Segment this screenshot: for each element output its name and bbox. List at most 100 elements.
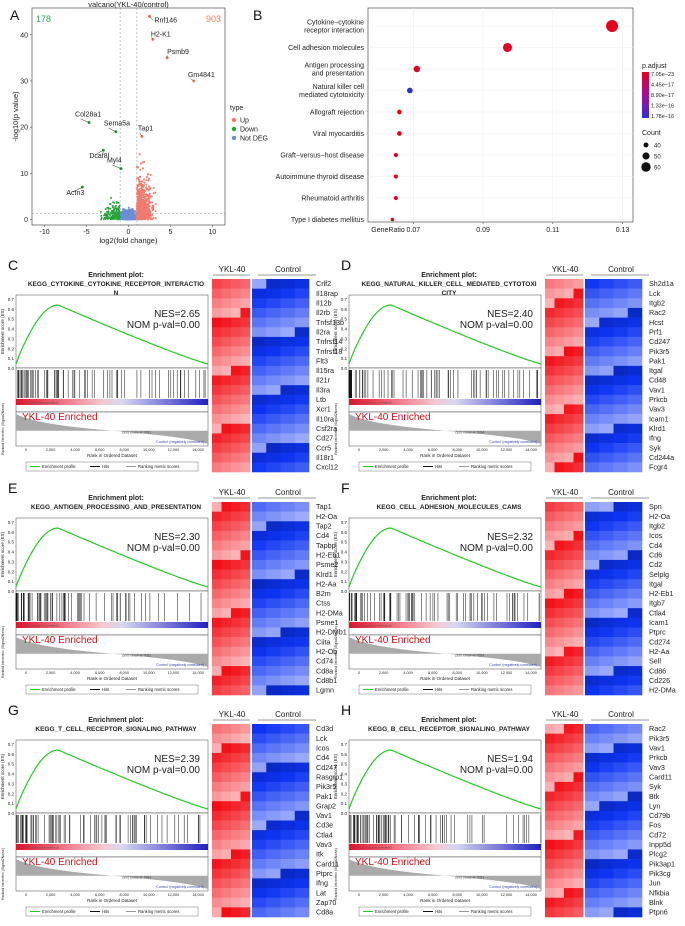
volcano-xlabel: log2(fold change) xyxy=(100,236,158,245)
gene-row-label: Tnfrsf14 xyxy=(316,337,342,346)
gene-row-label: Flt3 xyxy=(316,356,328,365)
x-tick-label: 0 xyxy=(358,893,360,897)
point-up xyxy=(136,188,139,191)
heatmap-cell-ykl40 xyxy=(231,394,241,405)
heatmap-cell-ykl40 xyxy=(221,646,232,657)
legend-item: Enrichment profile xyxy=(375,687,409,692)
gene-row-label: Pak1 xyxy=(649,356,665,365)
heatmap-cell-control xyxy=(294,675,310,686)
heatmap-cell-ykl40 xyxy=(564,897,574,908)
heatmap-cell-ykl40 xyxy=(573,550,584,561)
heatmap-cell-control xyxy=(599,356,614,367)
heatmap-cell-ykl40 xyxy=(573,608,584,619)
es-tick: 0.1 xyxy=(341,801,348,806)
heatmap-cell-ykl40 xyxy=(231,646,241,657)
gene-row-label: Cd244a xyxy=(649,453,674,462)
heatmap-cell-ykl40 xyxy=(545,298,555,309)
gene-row-label: Il10ra xyxy=(316,414,334,423)
gene-row-label: Vav1 xyxy=(649,744,665,753)
heatmap-cell-ykl40 xyxy=(554,888,565,898)
gene-row-label: Icam1 xyxy=(649,618,669,627)
gene-row-label: Blnk xyxy=(649,898,663,907)
heatmap-cell-control xyxy=(294,530,310,541)
es-tick: 0.1 xyxy=(341,356,348,361)
term-label: Natural killer cell xyxy=(313,84,365,91)
gene-row-label: Ctss xyxy=(316,599,331,608)
es-tick: 0.6 xyxy=(341,752,348,757)
heatmap-cell-ykl40 xyxy=(573,685,584,696)
heatmap-cell-control xyxy=(252,888,267,898)
heatmap-cell-control xyxy=(627,724,643,734)
heatmap-cell-control xyxy=(599,907,614,918)
point-down xyxy=(112,210,115,213)
gene-row-label: H2-DMa xyxy=(316,608,343,617)
gsea-xlabel: Rank in Ordered Dataset xyxy=(420,453,471,458)
heatmap-cell-control xyxy=(585,598,600,609)
gene-row-label: Cd74 xyxy=(316,657,333,666)
metric-neg xyxy=(112,875,208,889)
heatmap-cell-ykl40 xyxy=(240,801,251,812)
heatmap-cell-control xyxy=(613,559,629,570)
term-label: Rheumatoid arthritis xyxy=(301,196,364,203)
heatmap-cell-control xyxy=(585,868,600,879)
heatmap-cell-control xyxy=(613,608,629,619)
gene-leader-line xyxy=(72,186,83,193)
es-tick: 0.4 xyxy=(341,327,348,332)
heatmap-cell-control xyxy=(585,279,600,289)
heatmap-cell-control xyxy=(280,859,296,870)
heatmap-cell-ykl40 xyxy=(573,414,584,425)
point-up xyxy=(138,175,141,178)
heatmap-cell-control xyxy=(627,617,643,628)
heatmap-cell-ykl40 xyxy=(212,365,222,376)
term-label: Autoimmune thyroid disease xyxy=(276,174,364,181)
heatmap-cell-ykl40 xyxy=(212,433,222,444)
heatmap-cell-ykl40 xyxy=(212,830,222,841)
heatmap-cell-control xyxy=(627,830,643,841)
heatmap-cell-control xyxy=(613,279,629,289)
es-tick: 0.1 xyxy=(341,579,348,584)
gene-row-label: Pik3r5 xyxy=(649,734,669,743)
pos-corr-label: 'YKL-40' (positively correlated) xyxy=(18,624,59,628)
heatmap-cell-control xyxy=(266,598,281,609)
heatmap-cell-ykl40 xyxy=(554,839,565,850)
heatmap-cell-control xyxy=(613,762,629,773)
point-up xyxy=(143,214,146,217)
heatmap-cell-control xyxy=(266,452,281,463)
enriched-label: YKL-40 Enriched xyxy=(355,412,431,423)
gene-row-label: Fos xyxy=(649,821,661,830)
gene-row-label: Lgmn xyxy=(316,686,334,695)
heatmap-cell-ykl40 xyxy=(573,646,584,657)
heatmap-cell-ykl40 xyxy=(573,752,584,763)
heatmap-cell-control xyxy=(266,627,281,638)
heatmap-cell-ykl40 xyxy=(231,375,241,386)
heatmap-cell-control xyxy=(585,317,600,328)
heatmap-cell-ykl40 xyxy=(221,433,232,444)
heatmap-cell-control xyxy=(613,346,629,357)
heatmap-cell-ykl40 xyxy=(564,878,574,889)
heatmap-cell-control xyxy=(280,685,296,696)
heatmap-cell-ykl40 xyxy=(573,801,584,812)
heatmap-cell-control xyxy=(294,588,310,599)
heatmap-cell-ykl40 xyxy=(564,685,574,696)
heatmap-cell-control xyxy=(252,598,267,609)
gsea-panel-d: Enrichment plot:KEGG_NATURAL_KILLER_CELL… xyxy=(333,265,674,473)
es-tick: 0.7 xyxy=(8,742,15,747)
heatmap-cell-control xyxy=(627,356,643,367)
heatmap-cell-control xyxy=(585,646,600,657)
heatmap-cell-ykl40 xyxy=(545,617,555,628)
heatmap-cell-control xyxy=(252,907,267,918)
heatmap-cell-ykl40 xyxy=(573,675,584,686)
heatmap-cell-ykl40 xyxy=(573,859,584,870)
heatmap-cell-ykl40 xyxy=(554,830,565,841)
heatmap-cell-ykl40 xyxy=(554,502,565,512)
heatmap-cell-ykl40 xyxy=(240,685,251,696)
heatmap-cell-control xyxy=(599,598,614,609)
heatmap-cell-ykl40 xyxy=(545,801,555,812)
heatmap-cell-control xyxy=(613,801,629,812)
heatmap-cell-ykl40 xyxy=(212,414,222,425)
heatmap-cell-ykl40 xyxy=(231,550,241,561)
count-tick: 60 xyxy=(654,166,661,172)
point-up xyxy=(146,206,149,209)
heatmap-cell-ykl40 xyxy=(554,733,565,744)
gene-row-label: Pik3r5 xyxy=(649,347,669,356)
